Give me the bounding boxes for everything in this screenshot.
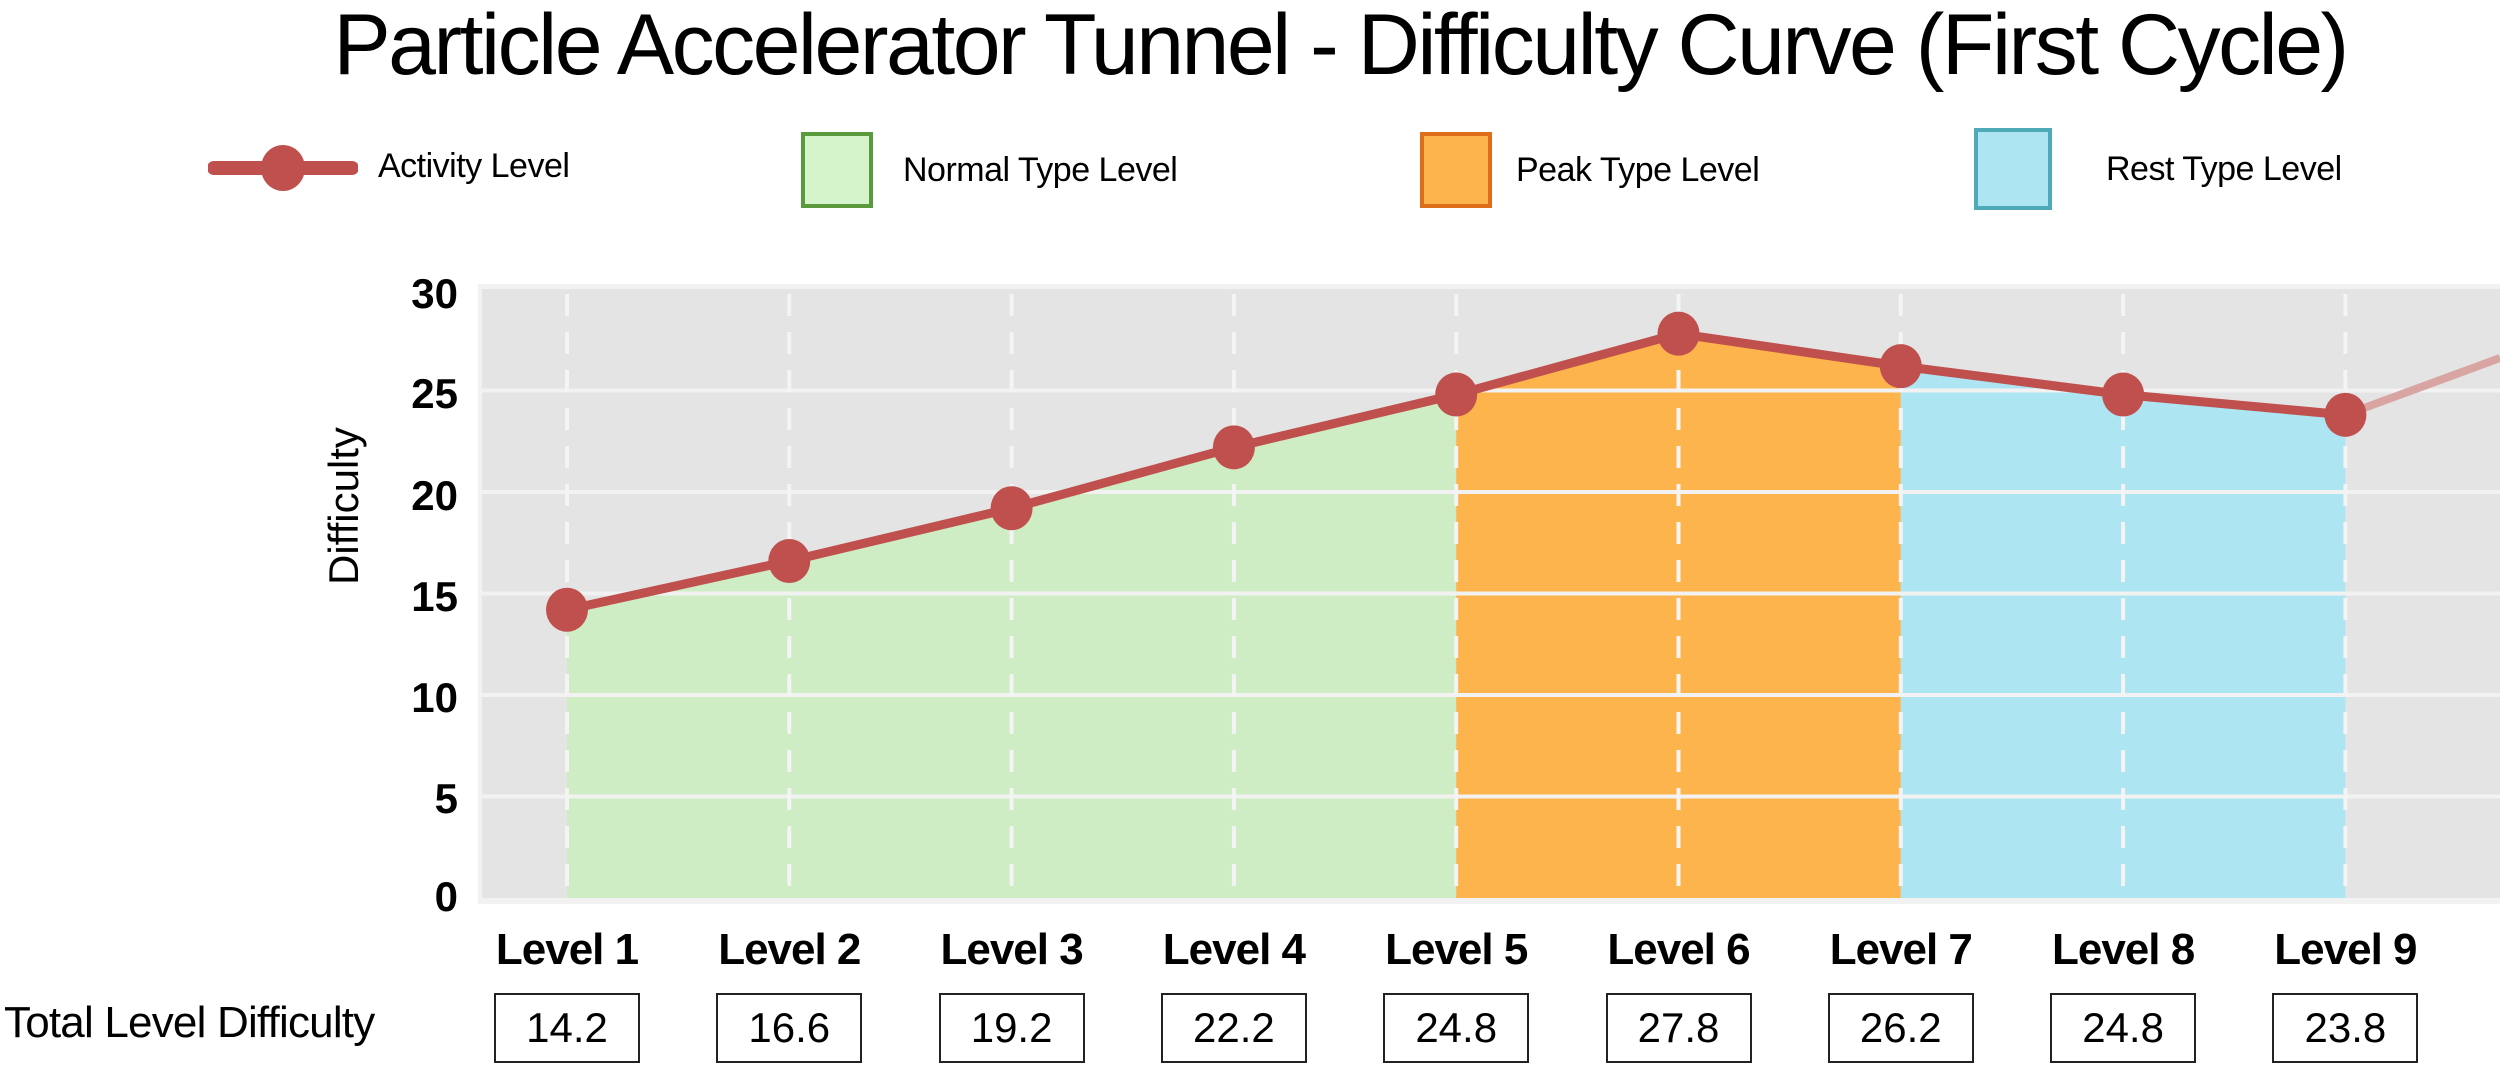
legend-label: Normal Type Level xyxy=(903,150,1178,189)
peak-swatch-icon xyxy=(1420,132,1492,208)
y-tick: 0 xyxy=(434,873,458,920)
plot-area xyxy=(478,284,2500,904)
x-tick-label: Level 6 xyxy=(1607,925,1750,974)
y-tick: 15 xyxy=(411,573,458,620)
legend-normal-type-level: Normal Type Level xyxy=(801,132,1178,208)
legend-label: Peak Type Level xyxy=(1516,150,1760,189)
line-marker-icon xyxy=(208,145,358,191)
chart-title: Particle Accelerator Tunnel - Difficulty… xyxy=(333,0,2349,93)
difficulty-value-box: 19.2 xyxy=(938,993,1085,1063)
difficulty-value-box: 22.2 xyxy=(1160,993,1307,1063)
x-tick-label: Level 4 xyxy=(1162,925,1306,974)
data-point-marker xyxy=(768,539,811,584)
legend-activity-level: Activity Level xyxy=(208,138,570,198)
difficulty-value-box: 27.8 xyxy=(1605,993,1752,1063)
y-tick: 30 xyxy=(411,270,458,317)
y-tick: 25 xyxy=(411,370,458,417)
y-tick: 5 xyxy=(434,775,458,822)
x-tick-label: Level 8 xyxy=(2051,925,2195,974)
difficulty-value-box: 24.8 xyxy=(2050,993,2197,1063)
rest-swatch-icon xyxy=(1974,128,2052,210)
x-tick-label: Level 7 xyxy=(1829,925,1973,974)
x-tick-label: Level 1 xyxy=(495,925,639,974)
continuation-line xyxy=(2344,354,2500,419)
data-point-marker xyxy=(1879,344,1922,389)
data-point-marker xyxy=(2102,372,2145,417)
x-tick-label: Level 9 xyxy=(2274,925,2417,974)
data-point-marker xyxy=(990,486,1033,531)
data-point-marker xyxy=(546,587,588,632)
y-tick: 10 xyxy=(411,674,458,721)
legend-label: Activity Level xyxy=(378,146,570,185)
y-tick: 20 xyxy=(411,472,458,519)
data-point-marker xyxy=(1212,425,1255,470)
data-point-marker xyxy=(1657,311,1700,356)
rest-region xyxy=(1900,366,2346,898)
x-tick-label: Level 3 xyxy=(940,925,1083,974)
total-level-difficulty-label: Total Level Difficulty xyxy=(4,998,375,1047)
data-point-marker xyxy=(2324,392,2367,437)
x-tick-label: Level 2 xyxy=(718,925,861,974)
difficulty-value-box: 23.8 xyxy=(2272,993,2419,1063)
normal-swatch-icon xyxy=(801,132,873,208)
legend-peak-type-level: Peak Type Level xyxy=(1420,132,1760,208)
difficulty-value-box: 14.2 xyxy=(494,993,640,1063)
data-point-marker xyxy=(1435,372,1478,417)
legend-rest-type-level: Rest Type Level xyxy=(1974,128,2342,210)
difficulty-value-box: 16.6 xyxy=(716,993,863,1063)
difficulty-value-box: 26.2 xyxy=(1827,993,1974,1063)
difficulty-value-box: 24.8 xyxy=(1383,993,1530,1063)
legend-label: Rest Type Level xyxy=(2106,149,2342,188)
x-tick-label: Level 5 xyxy=(1385,925,1528,974)
